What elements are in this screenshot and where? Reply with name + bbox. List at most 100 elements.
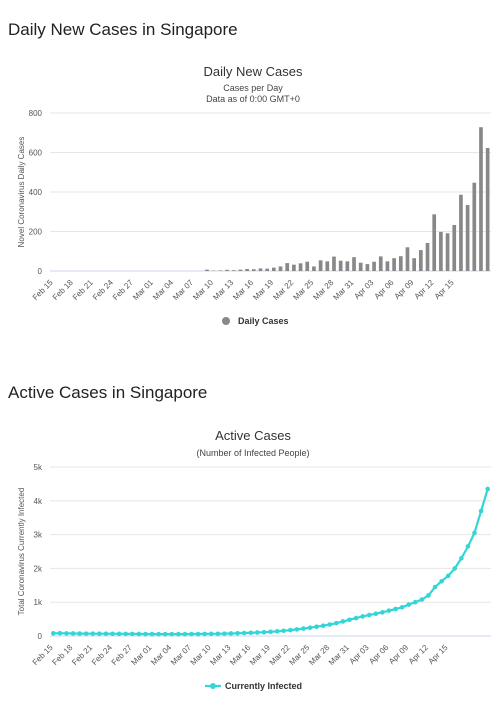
x-tick-label: Mar 10: [191, 278, 215, 302]
data-point: [255, 630, 260, 635]
y-tick-label: 1k: [34, 598, 43, 607]
x-tick-label: Mar 16: [231, 278, 255, 302]
bar: [472, 182, 477, 271]
data-point: [380, 610, 385, 615]
data-point: [426, 593, 431, 598]
legend-symbol: [210, 683, 216, 689]
data-point: [90, 631, 96, 636]
x-tick-label: Feb 27: [111, 278, 135, 302]
data-point: [281, 628, 286, 634]
data-point: [472, 530, 477, 536]
data-point: [50, 630, 56, 636]
data-point: [110, 631, 115, 637]
x-tick-label: Feb 21: [70, 643, 94, 667]
x-tick-label: Mar 31: [327, 643, 351, 667]
bar: [479, 127, 483, 271]
data-point: [432, 584, 438, 590]
data-point: [83, 631, 89, 636]
data-point: [182, 631, 188, 637]
x-tick-label: Mar 19: [251, 278, 275, 302]
y-tick-label: 400: [29, 188, 43, 197]
data-point: [334, 620, 339, 626]
chart-title: Active Cases: [215, 428, 291, 443]
data-point: [116, 631, 122, 637]
bar: [245, 269, 249, 271]
data-point: [189, 631, 194, 637]
bar: [251, 269, 256, 271]
data-point: [208, 631, 214, 637]
x-tick-label: Mar 22: [268, 643, 292, 667]
x-tick-label: Mar 31: [331, 278, 355, 302]
bar: [392, 258, 396, 271]
bar: [385, 261, 390, 271]
x-tick-label: Apr 03: [352, 278, 375, 301]
data-point: [399, 604, 405, 610]
bar: [312, 266, 316, 271]
y-tick-label: 600: [29, 149, 43, 158]
data-point: [459, 555, 464, 561]
x-tick-label: Apr 12: [407, 643, 430, 666]
legend-label: Currently Infected: [225, 681, 302, 691]
bar: [465, 205, 470, 271]
bar: [318, 260, 323, 271]
x-tick-label: Mar 04: [151, 278, 175, 302]
bar: [292, 264, 296, 271]
data-point: [393, 606, 398, 612]
data-point: [70, 631, 76, 636]
bar: [352, 257, 356, 271]
data-point: [202, 631, 207, 637]
bar: [358, 262, 363, 271]
bar: [265, 268, 269, 271]
data-point: [366, 612, 372, 618]
y-tick-label: 5k: [34, 463, 43, 472]
y-tick-label: 2k: [34, 564, 43, 573]
data-point: [360, 614, 365, 619]
bar: [205, 269, 209, 271]
x-tick-label: Feb 21: [71, 278, 95, 302]
data-point: [195, 631, 201, 637]
bar: [285, 263, 290, 271]
x-tick-label: Mar 25: [291, 278, 315, 302]
bar: [445, 233, 450, 271]
data-point: [478, 508, 484, 514]
x-tick-label: Feb 15: [31, 278, 55, 302]
x-tick-label: Apr 09: [393, 278, 416, 301]
data-point: [123, 631, 128, 637]
data-point: [97, 631, 102, 637]
bar: [419, 250, 423, 271]
x-tick-label: Mar 13: [211, 278, 235, 302]
y-tick-label: 200: [29, 228, 43, 237]
y-axis-title: Novel Coronavirus Daily Cases: [17, 137, 26, 248]
x-tick-label: Apr 15: [433, 278, 456, 301]
bar: [325, 261, 330, 271]
data-point: [149, 631, 155, 637]
data-point: [419, 597, 425, 602]
data-point: [136, 631, 142, 637]
legend-symbol: [222, 317, 230, 325]
bar: [345, 261, 350, 271]
bar: [305, 261, 310, 271]
x-tick-label: Apr 15: [427, 643, 450, 666]
chart-title: Daily New Cases: [204, 64, 303, 79]
x-tick-label: Feb 27: [110, 643, 134, 667]
x-tick-label: Mar 28: [307, 643, 331, 667]
x-tick-label: Mar 19: [248, 643, 272, 667]
data-point: [248, 630, 254, 636]
bar: [398, 256, 403, 271]
bar: [231, 270, 236, 271]
data-point: [314, 624, 319, 630]
bar: [372, 261, 376, 271]
data-point: [143, 631, 148, 637]
x-tick-label: Feb 18: [51, 278, 75, 302]
chart-subtitle: Data as of 0:00 GMT+0: [206, 94, 300, 104]
bar: [412, 258, 416, 271]
x-tick-label: Mar 28: [311, 278, 335, 302]
x-tick-label: Mar 10: [189, 643, 213, 667]
x-tick-label: Feb 15: [31, 643, 55, 667]
bar: [425, 242, 430, 271]
x-tick-label: Mar 13: [208, 643, 232, 667]
x-tick-label: Mar 01: [129, 643, 153, 667]
x-tick-label: Mar 07: [169, 643, 193, 667]
daily-cases-heading: Daily New Cases in Singapore: [8, 20, 238, 39]
x-tick-label: Mar 07: [171, 278, 195, 302]
